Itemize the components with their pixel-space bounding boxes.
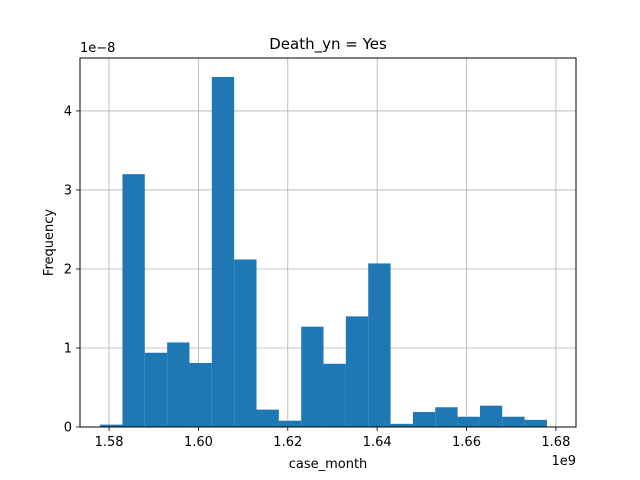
y-axis-offset-text: 1e−8 xyxy=(80,41,115,56)
y-tick-label: 2 xyxy=(64,262,72,277)
histogram-bar xyxy=(100,424,123,427)
histogram-bar xyxy=(345,316,369,427)
histogram-bar xyxy=(144,352,168,427)
histogram-bar xyxy=(412,411,436,427)
ticks-layer: 1.58 1.60 1.62 1.64 1.66 1.68 0 1 2 3 4 xyxy=(64,104,571,450)
y-tick-label: 0 xyxy=(64,421,72,436)
chart-title: Death_yn = Yes xyxy=(269,35,387,54)
x-axis-offset-text: 1e9 xyxy=(551,454,576,469)
axes-frame xyxy=(79,57,577,428)
histogram-bar xyxy=(301,326,324,427)
histogram-bar xyxy=(368,263,391,427)
x-axis-label: case_month xyxy=(289,457,368,472)
histogram-bar xyxy=(524,419,547,427)
histogram-bar xyxy=(189,362,212,427)
histogram-bar xyxy=(479,405,503,427)
x-tick-label: 1.66 xyxy=(452,435,481,450)
grid-layer xyxy=(80,58,576,428)
histogram-bar xyxy=(435,407,458,427)
y-tick-label: 1 xyxy=(64,341,72,356)
x-tick-label: 1.58 xyxy=(95,435,124,450)
histogram-bar xyxy=(234,259,257,427)
histogram-bar xyxy=(256,409,279,427)
y-axis-label: Frequency xyxy=(42,209,57,276)
x-tick-label: 1.68 xyxy=(541,435,570,450)
bars-layer xyxy=(100,76,547,428)
histogram-bar xyxy=(122,174,145,427)
histogram-bar xyxy=(390,423,413,427)
y-tick-label: 3 xyxy=(64,183,72,198)
histogram-bar xyxy=(502,416,525,427)
histogram-bar xyxy=(323,363,346,427)
histogram-bar xyxy=(278,420,302,427)
x-tick-label: 1.60 xyxy=(184,435,213,450)
histogram-bar xyxy=(211,76,235,428)
x-tick-label: 1.64 xyxy=(363,435,392,450)
histogram-bar xyxy=(457,416,480,427)
x-tick-label: 1.62 xyxy=(273,435,302,450)
histogram-bar xyxy=(167,342,190,427)
y-tick-label: 4 xyxy=(64,104,72,119)
